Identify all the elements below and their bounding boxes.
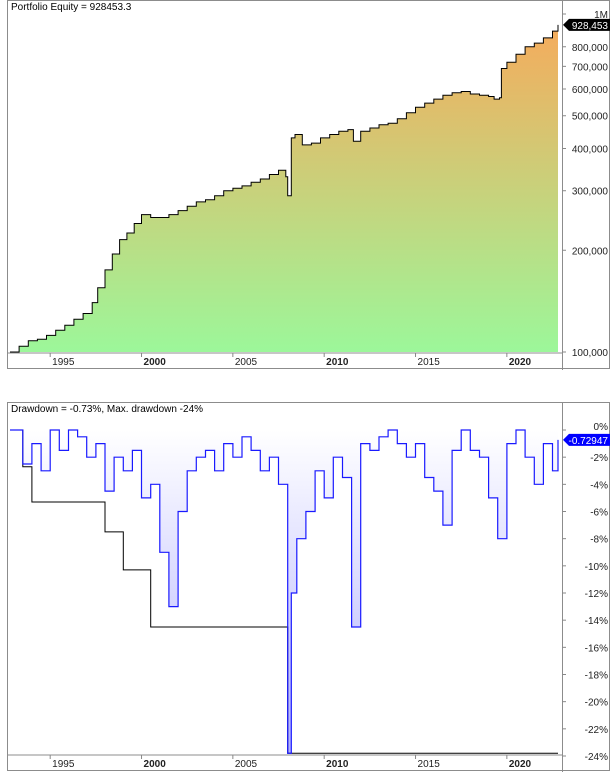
x-axis-label-2000: 2000	[144, 759, 167, 770]
equity-chart-panel: 1995 2000 2005 2010 2015 2020 1M 800,000 700,000…	[7, 0, 611, 370]
y-axis-label: -18%	[585, 671, 608, 682]
x-axis-label-2010: 2010	[326, 357, 349, 368]
drawdown-last-value-badge: -0.72947	[563, 433, 610, 447]
x-axis-label-1995: 1995	[52, 357, 75, 368]
x-axis-label-2020: 2020	[509, 357, 532, 368]
y-axis-label: -20%	[585, 698, 608, 709]
equity-chart-title: Portfolio Equity = 928453.3	[11, 2, 132, 13]
svg-text:-0.72947: -0.72947	[569, 436, 609, 447]
max-drawdown-line	[10, 429, 558, 754]
equity-chart-svg[interactable]: 1995 2000 2005 2010 2015 2020 1M 800,000 700,000…	[8, 1, 611, 370]
y-axis-label: -2%	[590, 453, 608, 464]
y-axis-label: -10%	[585, 562, 608, 573]
equity-line	[10, 24, 559, 353]
svg-text:928,453: 928,453	[572, 21, 609, 32]
drawdown-chart-title: Drawdown = -0.73%, Max. drawdown -24%	[11, 404, 204, 415]
y-axis-label: -12%	[585, 589, 608, 600]
equity-area-fill	[10, 24, 558, 353]
y-axis-label: -22%	[585, 725, 608, 736]
drawdown-line	[10, 429, 559, 754]
y-axis-label: 600,000	[572, 85, 609, 96]
y-axis-label: 700,000	[572, 62, 609, 73]
x-axis-label-2005: 2005	[235, 759, 258, 770]
y-axis-label: -16%	[585, 643, 608, 654]
y-axis-label: -8%	[590, 535, 608, 546]
drawdown-area-fill	[10, 430, 558, 754]
equity-last-value-badge: 928,453	[563, 18, 610, 32]
y-axis-label: 200,000	[572, 246, 609, 257]
y-axis-label: 400,000	[572, 145, 609, 156]
drawdown-chart-panel: 1995 2000 2005 2010 2015 2020 0% -2% -4% -6% -8% -1…	[7, 402, 611, 772]
y-axis-label: 500,000	[572, 112, 609, 123]
x-axis-label-2020: 2020	[509, 759, 532, 770]
y-axis-label: -6%	[590, 508, 608, 519]
x-axis-label-1995: 1995	[52, 759, 75, 770]
x-axis-label-2010: 2010	[326, 759, 349, 770]
y-axis-label: 100,000	[572, 348, 609, 359]
y-axis-label: 800,000	[572, 43, 609, 54]
y-axis-label: 0%	[594, 422, 609, 433]
y-axis-label: -4%	[590, 480, 608, 491]
x-axis-label-2000: 2000	[144, 357, 167, 368]
x-axis-label-2015: 2015	[418, 759, 441, 770]
y-axis-label: 1M	[594, 10, 608, 21]
y-axis-label: -24%	[585, 752, 608, 763]
x-axis-label-2015: 2015	[418, 357, 441, 368]
y-axis-label: -14%	[585, 616, 608, 627]
drawdown-chart-svg[interactable]: 1995 2000 2005 2010 2015 2020 0% -2% -4% -6% -8% -1…	[8, 403, 611, 772]
x-axis-label-2005: 2005	[235, 357, 258, 368]
y-axis-label: 300,000	[572, 187, 609, 198]
